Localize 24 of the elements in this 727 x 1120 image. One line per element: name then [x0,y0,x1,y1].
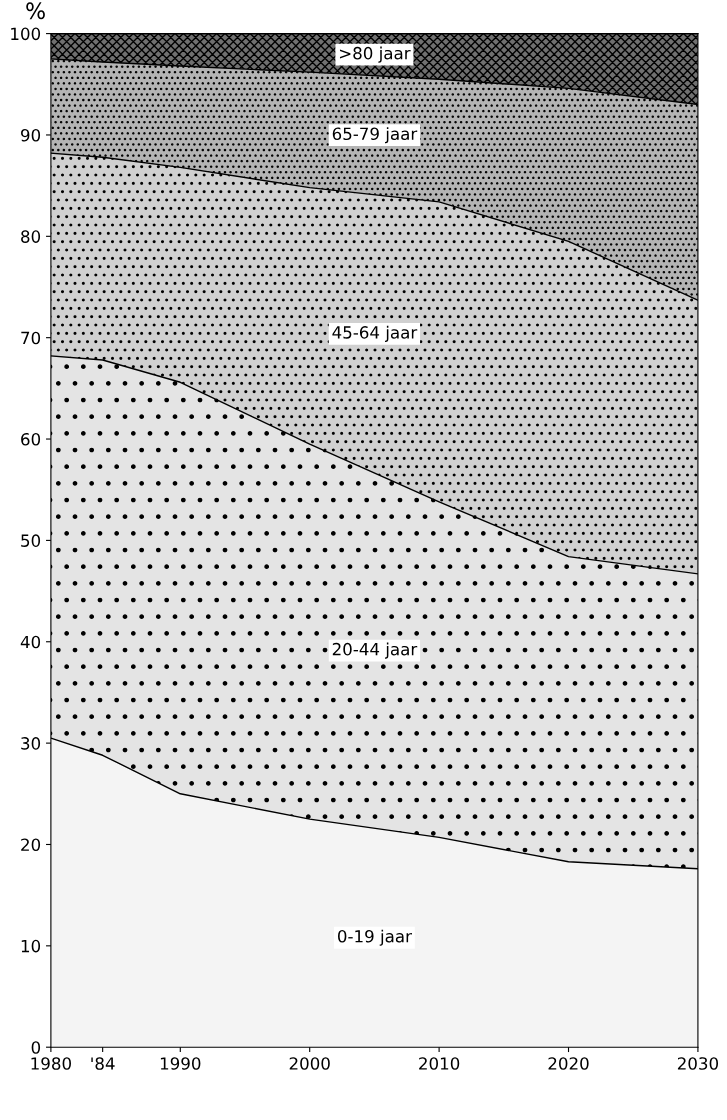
y-tick-label: 100 [11,27,41,41]
series-label: >80 jaar [339,46,411,63]
x-tick-label: 2020 [548,1057,589,1070]
series-label: 45-64 jaar [332,325,418,342]
series-label: 65-79 jaar [332,127,418,144]
x-tick-label: 2010 [419,1057,460,1070]
series-label: 20-44 jaar [332,642,418,659]
y-tick-label: 10 [21,939,41,953]
y-tick-label: 60 [21,433,41,446]
y-tick-label: 20 [21,838,41,852]
series-label: 0-19 jaar [337,929,412,946]
x-tick-label: 1980 [31,1057,71,1070]
y-tick-label: 0 [31,1041,41,1054]
y-tick-label: 40 [20,635,41,649]
y-tick-label: 50 [21,534,41,547]
x-tick-label: 1990 [160,1057,201,1070]
x-tick-label: '84 [91,1057,115,1070]
y-tick-label: 80 [21,230,41,243]
y-tick-label: 30 [21,737,41,750]
x-tick-label: 2030 [677,1057,719,1070]
y-tick-label: 70 [21,331,41,345]
x-tick-label: 2000 [289,1057,330,1070]
y-tick-label: 90 [21,128,41,142]
y-axis-title: % [26,2,45,20]
